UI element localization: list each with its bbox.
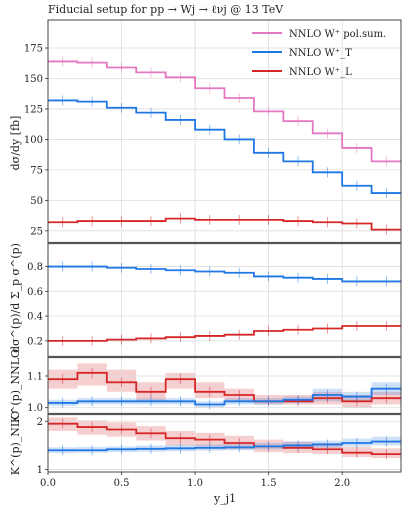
y-axis-labels: dσ/dy [fb] dσ^(p)/d Σ_p σ^(p) K^(p)_NNLO…	[9, 116, 22, 476]
ytick-label-3-0: 1	[37, 465, 43, 476]
ytick-label-0-2: 75	[30, 165, 43, 176]
ytick-label-2-1: 1.1	[27, 372, 43, 383]
series-line-0-transverse	[48, 99, 401, 194]
legend: NNLO W⁺ pol.sum. NNLO W⁺_T NNLO W⁺_L	[252, 29, 386, 78]
ytick-label-3-1: 2	[37, 417, 43, 428]
ytick-label-0-1: 50	[30, 196, 43, 207]
xtick-label-0: 0.0	[40, 478, 56, 489]
series-line-3-longitudinal	[48, 422, 401, 456]
ytick-label-2-0: 1.0	[27, 403, 43, 414]
ylabel-panel-4: K^(p)_NLO	[9, 411, 22, 476]
panel-frame-1	[47, 242, 402, 358]
series-line-0-pol_sum	[48, 60, 401, 163]
series-line-1-transverse	[48, 265, 401, 283]
ytick-label-1-2: 0.6	[27, 287, 43, 298]
tick-labels: 25 50 75 100 125 150 175 0.2 0.4 0.6 0.8 1.0 1.1 1 2 0.…	[24, 44, 350, 489]
xtick-label-2: 1.0	[187, 478, 203, 489]
series-line-2-longitudinal	[48, 371, 401, 403]
grid-lines	[47, 20, 401, 472]
ytick-label-1-1: 0.4	[27, 312, 43, 323]
xtick-label-1: 0.5	[114, 478, 130, 489]
ytick-label-0-4: 125	[24, 104, 43, 115]
ylabel-panel-2: dσ^(p)/d Σ_p σ^(p)	[9, 243, 22, 353]
ylabel-panel-3: K^(p)_NNLO	[9, 349, 22, 423]
series-lines	[48, 56, 401, 460]
series-line-3-transverse	[48, 440, 401, 452]
series-line-1-longitudinal	[48, 325, 401, 342]
series-line-0-longitudinal	[48, 217, 401, 231]
x-axis-label: y_j1	[213, 492, 236, 505]
ytick-label-0-5: 150	[24, 74, 43, 85]
xtick-label-3: 1.5	[261, 478, 277, 489]
ytick-label-1-0: 0.2	[27, 336, 43, 347]
xtick-label-4: 2.0	[334, 478, 350, 489]
panel-frames	[45, 19, 402, 475]
legend-label-transverse: NNLO W⁺_T	[289, 48, 352, 59]
ytick-label-1-3: 0.8	[27, 262, 43, 273]
ylabel-panel-1: dσ/dy [fb]	[9, 116, 22, 171]
chart-title: Fiducial setup for pp → Wj → ℓνj @ 13 Te…	[48, 3, 284, 16]
ytick-label-0-0: 25	[30, 226, 43, 237]
legend-label-longitudinal: NNLO W⁺_L	[289, 67, 352, 78]
ytick-label-0-6: 175	[24, 44, 43, 55]
ytick-label-0-3: 100	[24, 135, 43, 146]
legend-label-pol-sum: NNLO W⁺ pol.sum.	[289, 29, 386, 40]
